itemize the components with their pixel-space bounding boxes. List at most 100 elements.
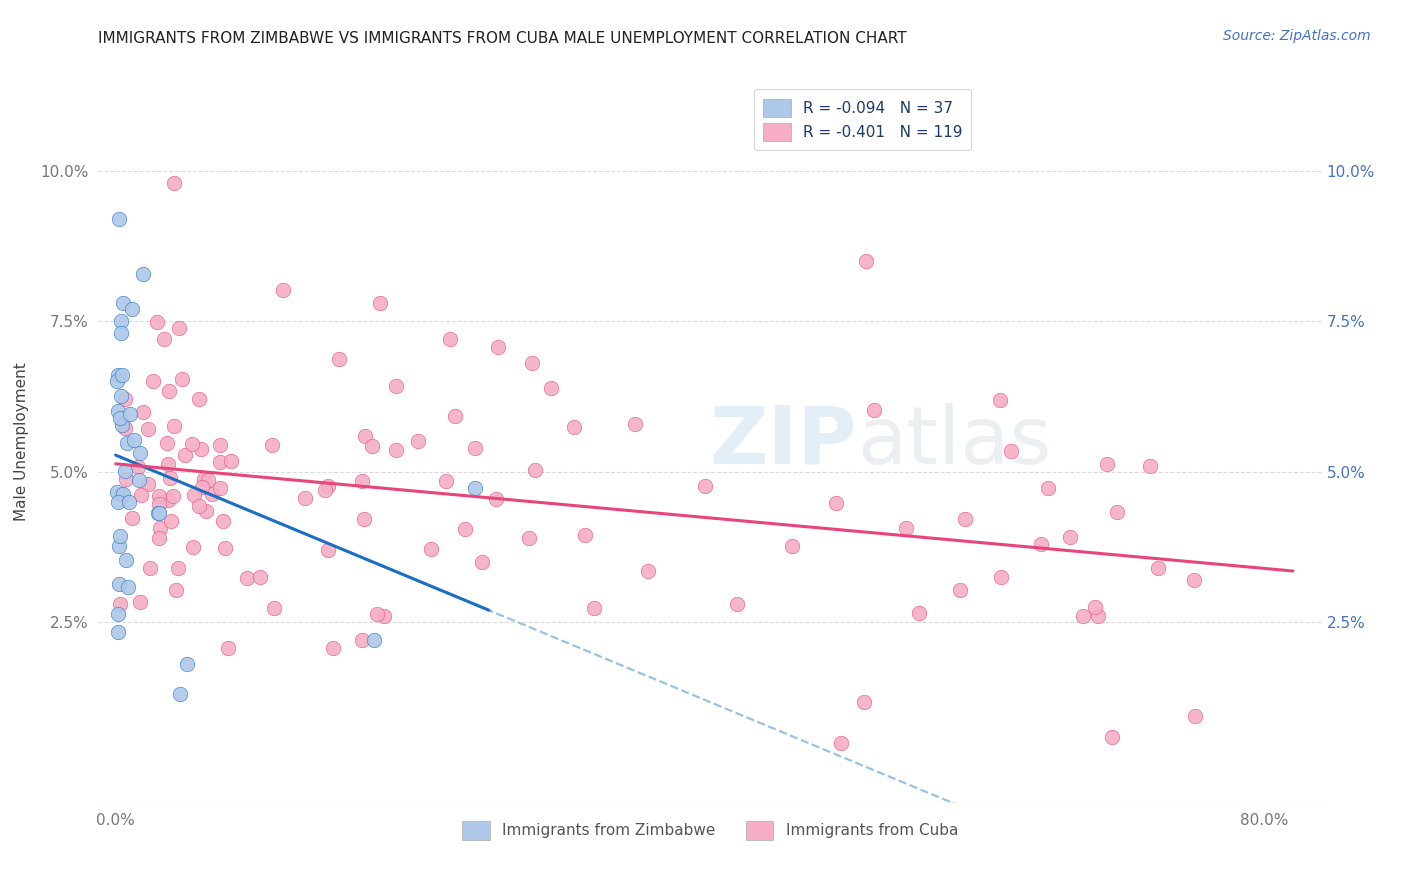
- Point: [434, 474, 457, 488]
- Point: [949, 582, 972, 597]
- Point: [464, 441, 486, 455]
- Point: [294, 491, 316, 505]
- Point: [1036, 481, 1059, 495]
- Point: [165, 582, 187, 597]
- Point: [249, 570, 271, 584]
- Point: [1139, 459, 1161, 474]
- Point: [953, 511, 976, 525]
- Point: [488, 340, 510, 354]
- Point: [191, 480, 214, 494]
- Point: [209, 438, 232, 452]
- Point: [162, 489, 184, 503]
- Point: [111, 418, 134, 433]
- Point: [121, 301, 143, 316]
- Point: [181, 540, 204, 554]
- Point: [159, 470, 181, 484]
- Point: [142, 375, 165, 389]
- Text: ZIP: ZIP: [710, 402, 856, 481]
- Point: [373, 608, 395, 623]
- Point: [988, 392, 1011, 407]
- Point: [148, 497, 170, 511]
- Point: [366, 607, 388, 621]
- Point: [443, 409, 465, 424]
- Point: [132, 267, 155, 281]
- Point: [115, 436, 138, 450]
- Point: [156, 436, 179, 450]
- Point: [110, 326, 132, 341]
- Point: [485, 491, 508, 506]
- Point: [107, 495, 129, 509]
- Point: [314, 483, 336, 497]
- Point: [439, 332, 461, 346]
- Point: [263, 601, 285, 615]
- Point: [111, 296, 134, 310]
- Point: [114, 392, 136, 406]
- Point: [217, 640, 239, 655]
- Point: [127, 460, 149, 475]
- Point: [564, 420, 586, 434]
- Point: [583, 601, 606, 615]
- Point: [139, 561, 162, 575]
- Point: [316, 542, 339, 557]
- Point: [193, 472, 215, 486]
- Point: [136, 421, 159, 435]
- Point: [188, 392, 211, 407]
- Point: [353, 511, 375, 525]
- Point: [454, 522, 477, 536]
- Point: [117, 580, 139, 594]
- Point: [174, 448, 197, 462]
- Point: [128, 473, 150, 487]
- Point: [637, 564, 659, 578]
- Point: [107, 625, 129, 640]
- Point: [368, 296, 391, 310]
- Point: [108, 539, 131, 553]
- Point: [1071, 609, 1094, 624]
- Point: [517, 531, 540, 545]
- Text: IMMIGRANTS FROM ZIMBABWE VS IMMIGRANTS FROM CUBA MALE UNEMPLOYMENT CORRELATION C: IMMIGRANTS FROM ZIMBABWE VS IMMIGRANTS F…: [98, 31, 907, 46]
- Point: [1095, 457, 1118, 471]
- Point: [328, 351, 350, 366]
- Point: [163, 176, 186, 190]
- Point: [110, 389, 132, 403]
- Point: [908, 607, 931, 621]
- Legend: Immigrants from Zimbabwe, Immigrants from Cuba: Immigrants from Zimbabwe, Immigrants fro…: [456, 815, 965, 846]
- Point: [146, 314, 169, 328]
- Point: [108, 529, 131, 543]
- Point: [114, 464, 136, 478]
- Point: [464, 481, 486, 495]
- Point: [316, 479, 339, 493]
- Point: [108, 597, 131, 611]
- Point: [129, 488, 152, 502]
- Point: [1059, 530, 1081, 544]
- Point: [132, 405, 155, 419]
- Point: [782, 539, 804, 553]
- Point: [157, 458, 180, 472]
- Point: [1182, 573, 1205, 587]
- Point: [169, 687, 191, 701]
- Point: [148, 489, 170, 503]
- Point: [725, 597, 748, 611]
- Point: [322, 640, 344, 655]
- Point: [122, 433, 145, 447]
- Point: [825, 496, 848, 510]
- Point: [110, 314, 132, 328]
- Point: [350, 633, 373, 648]
- Text: Source: ZipAtlas.com: Source: ZipAtlas.com: [1223, 29, 1371, 43]
- Point: [361, 439, 384, 453]
- Point: [1000, 444, 1022, 458]
- Point: [149, 521, 172, 535]
- Point: [170, 372, 193, 386]
- Point: [524, 463, 547, 477]
- Point: [385, 378, 408, 392]
- Point: [180, 437, 202, 451]
- Point: [160, 514, 183, 528]
- Point: [176, 657, 198, 672]
- Point: [120, 407, 142, 421]
- Point: [1029, 537, 1052, 551]
- Point: [384, 442, 406, 457]
- Point: [574, 528, 596, 542]
- Point: [197, 473, 219, 487]
- Point: [695, 479, 717, 493]
- Point: [201, 487, 224, 501]
- Point: [1146, 561, 1168, 575]
